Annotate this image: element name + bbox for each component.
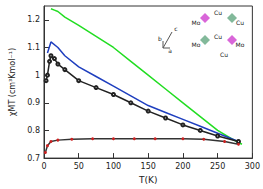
svg-text:Cu: Cu <box>214 33 222 40</box>
svg-text:1.2: 1.2 <box>27 15 40 24</box>
svg-text:a: a <box>168 47 172 54</box>
svg-text:150: 150 <box>141 162 156 171</box>
svg-text:T(K): T(K) <box>138 175 157 185</box>
svg-text:Cu: Cu <box>214 9 222 16</box>
svg-text:300: 300 <box>245 162 260 171</box>
svg-text:Mo: Mo <box>192 19 201 26</box>
svg-text:250: 250 <box>210 162 225 171</box>
svg-text:200: 200 <box>175 162 190 171</box>
svg-text:Mo: Mo <box>236 41 245 48</box>
svg-text:100: 100 <box>106 162 121 171</box>
svg-text:Cu: Cu <box>220 51 228 58</box>
svg-text:Mo: Mo <box>192 41 201 48</box>
svg-text:0.8: 0.8 <box>27 126 40 135</box>
svg-text:c: c <box>174 25 177 32</box>
svg-text:b: b <box>158 35 162 42</box>
svg-text:50: 50 <box>74 162 84 171</box>
svg-text:Cu: Cu <box>236 19 244 26</box>
svg-text:1.1: 1.1 <box>27 43 40 52</box>
svg-text:1: 1 <box>35 71 40 80</box>
svg-text:0: 0 <box>41 162 46 171</box>
svg-text:0.9: 0.9 <box>27 98 40 107</box>
svg-text:χMT (cm³Kmol⁻¹): χMT (cm³Kmol⁻¹) <box>8 48 17 116</box>
svg-text:0.7: 0.7 <box>27 154 40 163</box>
